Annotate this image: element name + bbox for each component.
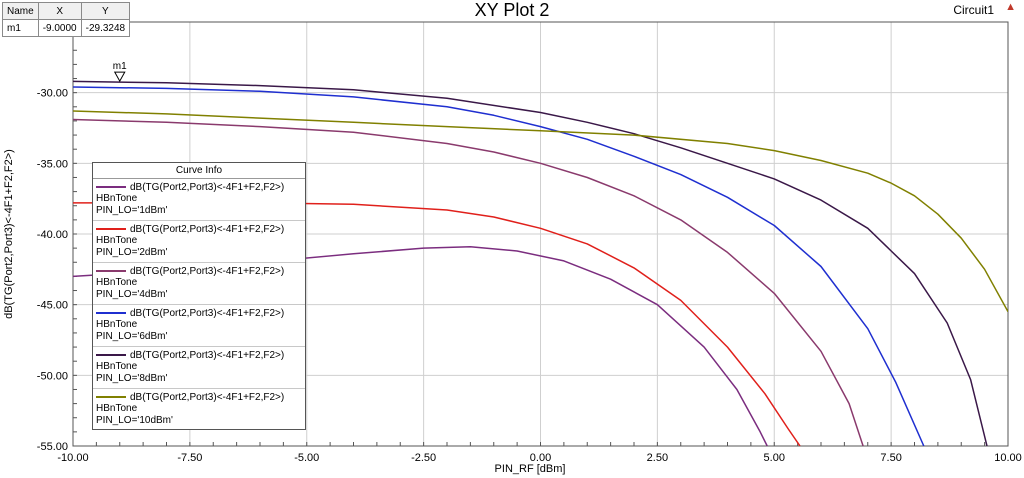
- legend-series-detail: PIN_LO='10dBm': [96, 415, 173, 426]
- legend-title: Curve Info: [93, 163, 305, 179]
- legend-series-detail: HBnTone: [96, 361, 138, 372]
- legend-entry-header: dB(TG(Port2,Port3)<-4F1+F2,F2>): [96, 349, 305, 361]
- series-line-4[interactable]: [73, 86, 925, 446]
- y-tick-label: -40.00: [37, 229, 68, 241]
- legend-series-name: dB(TG(Port2,Port3)<-4F1+F2,F2>): [130, 391, 285, 403]
- legend-entry-header: dB(TG(Port2,Port3)<-4F1+F2,F2>): [96, 223, 305, 235]
- x-tick-label: 5.00: [764, 452, 785, 464]
- plot-title: XY Plot 2: [474, 0, 550, 20]
- legend-series-detail: HBnTone: [96, 319, 138, 330]
- x-tick-label: -10.00: [57, 452, 88, 464]
- x-tick-label: 7.50: [880, 452, 901, 464]
- legend-series-detail: PIN_LO='8dBm': [96, 373, 168, 384]
- legend-entry-header: dB(TG(Port2,Port3)<-4F1+F2,F2>): [96, 265, 305, 277]
- marker-col-x: X: [37, 2, 82, 20]
- marker-m1-label: m1: [113, 61, 127, 72]
- x-tick-label: 0.00: [530, 452, 551, 464]
- curve-info-legend[interactable]: Curve Info dB(TG(Port2,Port3)<-4F1+F2,F2…: [92, 162, 306, 430]
- legend-series-detail: PIN_LO='6dBm': [96, 331, 168, 342]
- marker-col-y: Y: [80, 2, 131, 20]
- marker-row[interactable]: m1 -9.0000 -29.3248: [2, 19, 131, 37]
- marker-x-cell: -9.0000: [37, 19, 82, 37]
- marker-table-header: Name X Y: [2, 2, 131, 20]
- legend-entry-header: dB(TG(Port2,Port3)<-4F1+F2,F2>): [96, 307, 305, 319]
- legend-series-detail: PIN_LO='1dBm': [96, 205, 168, 216]
- marker-m1-icon: [113, 71, 126, 83]
- marker-name-cell: m1: [2, 19, 39, 37]
- legend-entry[interactable]: dB(TG(Port2,Port3)<-4F1+F2,F2>) HBnTone PI…: [93, 347, 305, 389]
- design-name: Circuit1: [953, 3, 994, 17]
- legend-swatch: [96, 312, 126, 314]
- legend-series-detail: HBnTone: [96, 235, 138, 246]
- legend-series-detail: HBnTone: [96, 403, 138, 414]
- marker-col-name: Name: [2, 2, 39, 20]
- y-axis-label: dB(TG(Port2,Port3)<-4F1+F2,F2>): [3, 149, 15, 319]
- legend-entry[interactable]: dB(TG(Port2,Port3)<-4F1+F2,F2>) HBnTone PI…: [93, 389, 305, 431]
- series-line-3[interactable]: [73, 118, 864, 447]
- warning-icon[interactable]: ▲: [1005, 1, 1016, 13]
- legend-series-detail: PIN_LO='2dBm': [96, 247, 168, 258]
- legend-entry[interactable]: dB(TG(Port2,Port3)<-4F1+F2,F2>) HBnTone PI…: [93, 179, 305, 221]
- plot-frame: [72, 21, 1009, 447]
- legend-swatch: [96, 186, 126, 188]
- x-tick-label: -7.50: [177, 452, 202, 464]
- legend-swatch: [96, 396, 126, 398]
- legend-series-name: dB(TG(Port2,Port3)<-4F1+F2,F2>): [130, 181, 285, 193]
- legend-series-detail: PIN_LO='4dBm': [96, 289, 168, 300]
- x-axis-label: PIN_RF [dBm]: [494, 463, 566, 475]
- series-line-5[interactable]: [73, 80, 988, 446]
- legend-entry[interactable]: dB(TG(Port2,Port3)<-4F1+F2,F2>) HBnTone PI…: [93, 305, 305, 347]
- legend-series-name: dB(TG(Port2,Port3)<-4F1+F2,F2>): [130, 349, 285, 361]
- legend-series-name: dB(TG(Port2,Port3)<-4F1+F2,F2>): [130, 265, 285, 277]
- marker-table[interactable]: Name X Y m1 -9.0000 -29.3248: [2, 2, 131, 37]
- x-tick-label: 2.50: [647, 452, 668, 464]
- series-line-6[interactable]: [73, 110, 1008, 313]
- y-tick-label: -30.00: [37, 88, 68, 100]
- x-tick-label: -5.00: [294, 452, 319, 464]
- legend-swatch: [96, 270, 126, 272]
- x-tick-label: 10.00: [994, 452, 1022, 464]
- legend-swatch: [96, 228, 126, 230]
- legend-series-detail: HBnTone: [96, 193, 138, 204]
- legend-series-detail: HBnTone: [96, 277, 138, 288]
- legend-series-name: dB(TG(Port2,Port3)<-4F1+F2,F2>): [130, 307, 285, 319]
- y-tick-label: -45.00: [37, 300, 68, 312]
- y-tick-label: -35.00: [37, 158, 68, 170]
- x-tick-label: -2.50: [411, 452, 436, 464]
- legend-entry[interactable]: dB(TG(Port2,Port3)<-4F1+F2,F2>) HBnTone PI…: [93, 221, 305, 263]
- legend-series-name: dB(TG(Port2,Port3)<-4F1+F2,F2>): [130, 223, 285, 235]
- legend-swatch: [96, 354, 126, 356]
- y-tick-label: -50.00: [37, 370, 68, 382]
- marker-y-cell: -29.3248: [80, 19, 131, 37]
- legend-entry-header: dB(TG(Port2,Port3)<-4F1+F2,F2>): [96, 391, 305, 403]
- legend-entry-header: dB(TG(Port2,Port3)<-4F1+F2,F2>): [96, 181, 305, 193]
- y-tick-label: -55.00: [37, 441, 68, 453]
- legend-entry[interactable]: dB(TG(Port2,Port3)<-4F1+F2,F2>) HBnTone PI…: [93, 263, 305, 305]
